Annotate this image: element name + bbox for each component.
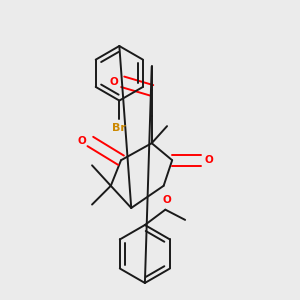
Text: O: O (163, 195, 171, 205)
Text: O: O (205, 155, 213, 165)
Text: O: O (110, 77, 118, 87)
Text: Br: Br (112, 123, 126, 133)
Text: O: O (77, 136, 86, 146)
